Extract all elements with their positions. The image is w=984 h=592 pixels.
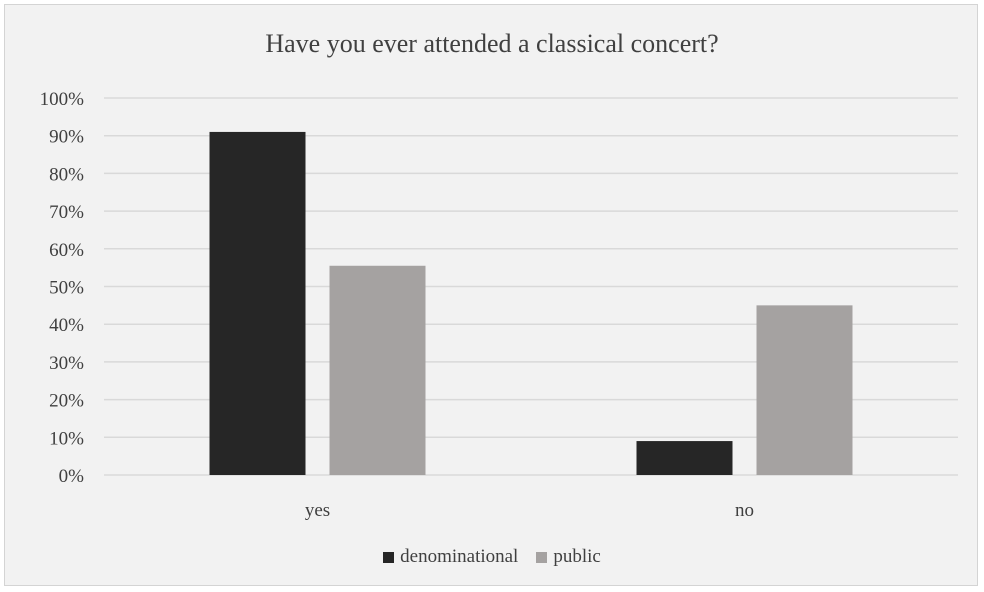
bar: [636, 441, 733, 475]
y-tick-label: 60%: [49, 240, 84, 261]
y-tick-label: 20%: [49, 391, 84, 412]
legend-label: denominational: [400, 546, 519, 567]
y-tick-label: 0%: [59, 466, 85, 487]
y-tick-label: 10%: [49, 428, 84, 449]
y-tick-label: 40%: [49, 315, 84, 336]
legend-swatch: [383, 551, 395, 563]
legend-item: denominational: [383, 546, 518, 568]
legend-item: public: [536, 546, 601, 568]
chart-frame: Have you ever attended a classical conce…: [4, 4, 978, 586]
legend: denominational public: [5, 546, 979, 568]
legend-swatch: [536, 551, 548, 563]
bar: [209, 131, 306, 475]
y-tick-label: 70%: [49, 202, 84, 223]
y-tick-label: 30%: [49, 353, 84, 374]
y-tick-label: 100%: [40, 89, 85, 110]
x-tick-label: no: [735, 500, 754, 521]
y-tick-label: 50%: [49, 278, 84, 299]
y-tick-label: 80%: [49, 164, 84, 185]
bar: [329, 265, 426, 475]
plot-area: 0% 10% 20% 30% 40% 50% 60% 70% 80% 90% 100% yes no: [40, 89, 958, 521]
bar: [756, 305, 853, 475]
chart-title: Have you ever attended a classical conce…: [265, 29, 719, 58]
x-tick-label: yes: [305, 500, 330, 521]
legend-label: public: [553, 546, 601, 567]
y-tick-label: 90%: [49, 127, 84, 148]
